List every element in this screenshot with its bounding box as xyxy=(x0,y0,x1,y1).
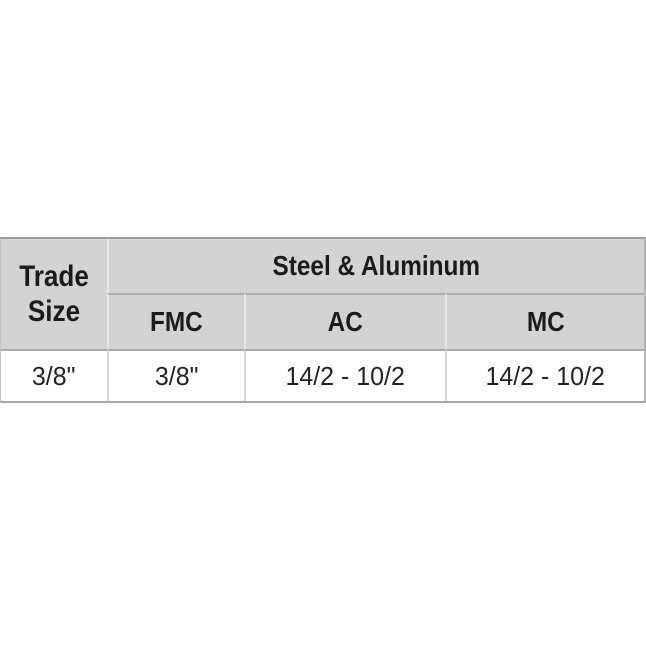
column-header-ac: AC xyxy=(244,293,445,349)
table-row-cell-mc: 14/2 - 10/2 xyxy=(445,349,644,401)
fmc-value: 3/8" xyxy=(154,360,199,391)
column-header-fmc: FMC xyxy=(107,293,244,349)
table-row-cell-fmc: 3/8" xyxy=(107,349,244,401)
group-header-label: Steel & Aluminum xyxy=(272,250,481,281)
group-header-cell-steel-aluminum: Steel & Aluminum xyxy=(107,239,644,293)
column-header-mc: MC xyxy=(445,293,644,349)
ac-value: 14/2 - 10/2 xyxy=(285,360,406,391)
conduit-spec-table: Trade Size Steel & Aluminum FMC AC MC 3/… xyxy=(0,237,646,403)
table-row-cell-ac: 14/2 - 10/2 xyxy=(244,349,445,401)
trade-size-value: 3/8" xyxy=(32,360,76,391)
column-header-fmc-label: FMC xyxy=(150,306,203,337)
column-header-ac-label: AC xyxy=(327,306,364,337)
table-row-cell-trade-size: 3/8" xyxy=(1,349,107,401)
trade-size-header-cell: Trade Size xyxy=(1,239,107,349)
column-header-mc-label: MC xyxy=(526,306,565,337)
mc-value: 14/2 - 10/2 xyxy=(485,360,606,391)
trade-size-label-line1: Trade xyxy=(19,260,89,293)
trade-size-label-line2: Size xyxy=(27,295,81,328)
